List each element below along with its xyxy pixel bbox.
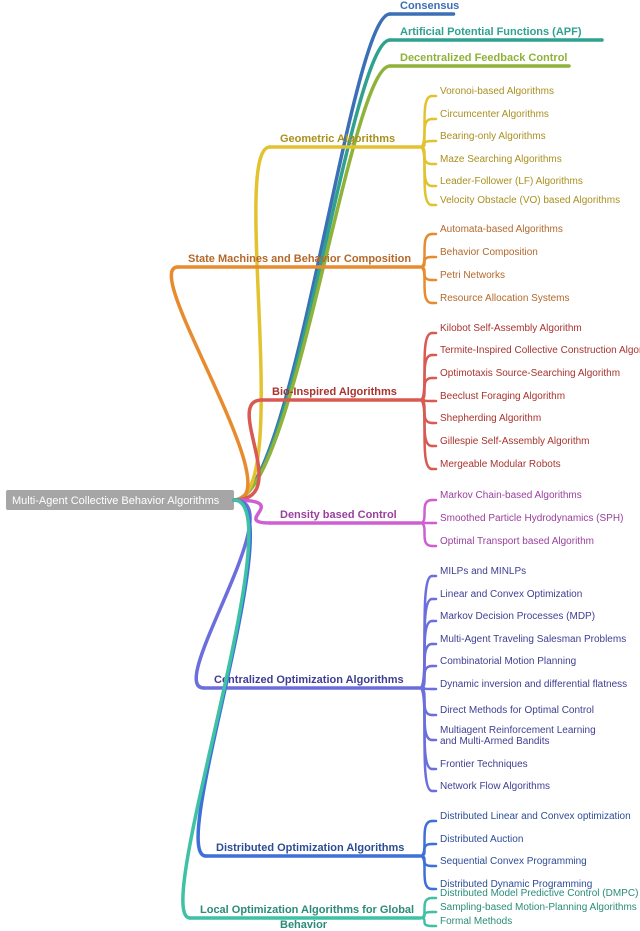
leaf-label: Multi-Agent Traveling Salesman Problems xyxy=(440,634,626,645)
branch-label: Artificial Potential Functions (APF) xyxy=(400,26,582,38)
branch-label: State Machines and Behavior Composition xyxy=(188,253,411,265)
root-label: Multi-Agent Collective Behavior Algorith… xyxy=(12,495,220,507)
leaf-label: Frontier Techniques xyxy=(440,759,528,770)
leaf-label: Gillespie Self-Assembly Algorithm xyxy=(440,436,590,447)
leaf-edge xyxy=(420,500,432,523)
leaf-label: Markov Chain-based Algorithms xyxy=(440,490,582,501)
leaf-label: Multiagent Reinforcement Learning xyxy=(440,725,596,736)
branch-edge xyxy=(171,267,248,500)
branch-label: Centralized Optimization Algorithms xyxy=(214,674,404,686)
leaf-label: Sequential Convex Programming xyxy=(440,856,587,867)
leaf-label: Bearing-only Algorithms xyxy=(440,131,546,142)
leaf-edge xyxy=(420,821,432,856)
leaf-label: Petri Networks xyxy=(440,270,505,281)
leaf-edge xyxy=(420,147,432,186)
leaf-edge xyxy=(420,856,432,889)
leaf-label: Leader-Follower (LF) Algorithms xyxy=(440,176,583,187)
branch-label-line2: Behavior xyxy=(280,919,328,931)
leaf-label: and Multi-Armed Bandits xyxy=(440,736,550,747)
leaf-label: Dynamic inversion and differential flatn… xyxy=(440,679,627,690)
leaf-label: Distributed Model Predictive Control (DM… xyxy=(440,888,638,899)
leaf-label: Mergeable Modular Robots xyxy=(440,459,561,470)
branch-label: Local Optimization Algorithms for Global xyxy=(200,904,414,916)
leaf-label: Sampling-based Motion-Planning Algorithm… xyxy=(440,902,637,913)
leaf-label: Formal Methods xyxy=(440,916,512,927)
leaf-label: Markov Decision Processes (MDP) xyxy=(440,611,595,622)
leaf-label: Distributed Auction xyxy=(440,834,523,845)
leaf-label: Beeclust Foraging Algorithm xyxy=(440,391,565,402)
leaf-label: Network Flow Algorithms xyxy=(440,781,550,792)
leaf-label: Shepherding Algorithm xyxy=(440,413,541,424)
leaf-label: Automata-based Algorithms xyxy=(440,224,563,235)
leaf-edge xyxy=(420,918,432,926)
leaf-label: Resource Allocation Systems xyxy=(440,293,570,304)
leaf-label: Optimotaxis Source-Searching Algorithm xyxy=(440,368,620,379)
branch-label: Decentralized Feedback Control xyxy=(400,52,568,64)
leaf-label: Termite-Inspired Collective Construction… xyxy=(440,345,640,356)
leaf-label: Velocity Obstacle (VO) based Algorithms xyxy=(440,195,620,206)
branch-label: Density based Control xyxy=(280,509,397,521)
leaf-label: Voronoi-based Algorithms xyxy=(440,86,554,97)
leaf-edge xyxy=(420,898,432,918)
leaf-label: Maze Searching Algorithms xyxy=(440,154,562,165)
leaf-edge xyxy=(420,267,432,303)
branch-label: Geometric Algorithms xyxy=(280,133,395,145)
leaf-label: Distributed Linear and Convex optimizati… xyxy=(440,811,631,822)
leaf-label: Optimal Transport based Algorithm xyxy=(440,536,594,547)
leaf-label: Circumcenter Algorithms xyxy=(440,109,549,120)
leaf-label: Behavior Composition xyxy=(440,247,538,258)
leaf-label: Direct Methods for Optimal Control xyxy=(440,705,594,716)
leaf-label: MILPs and MINLPs xyxy=(440,566,526,577)
branch-label: Bio-Inspired Algorithms xyxy=(272,386,397,398)
leaf-label: Linear and Convex Optimization xyxy=(440,589,582,600)
leaf-edge xyxy=(420,234,432,267)
leaf-label: Kilobot Self-Assembly Algorithm xyxy=(440,323,582,334)
branch-label: Distributed Optimization Algorithms xyxy=(216,842,404,854)
branch-label: Consensus xyxy=(400,0,459,12)
leaf-label: Smoothed Particle Hydrodynamics (SPH) xyxy=(440,513,623,524)
leaf-label: Combinatorial Motion Planning xyxy=(440,656,576,667)
leaf-edge xyxy=(420,523,432,546)
